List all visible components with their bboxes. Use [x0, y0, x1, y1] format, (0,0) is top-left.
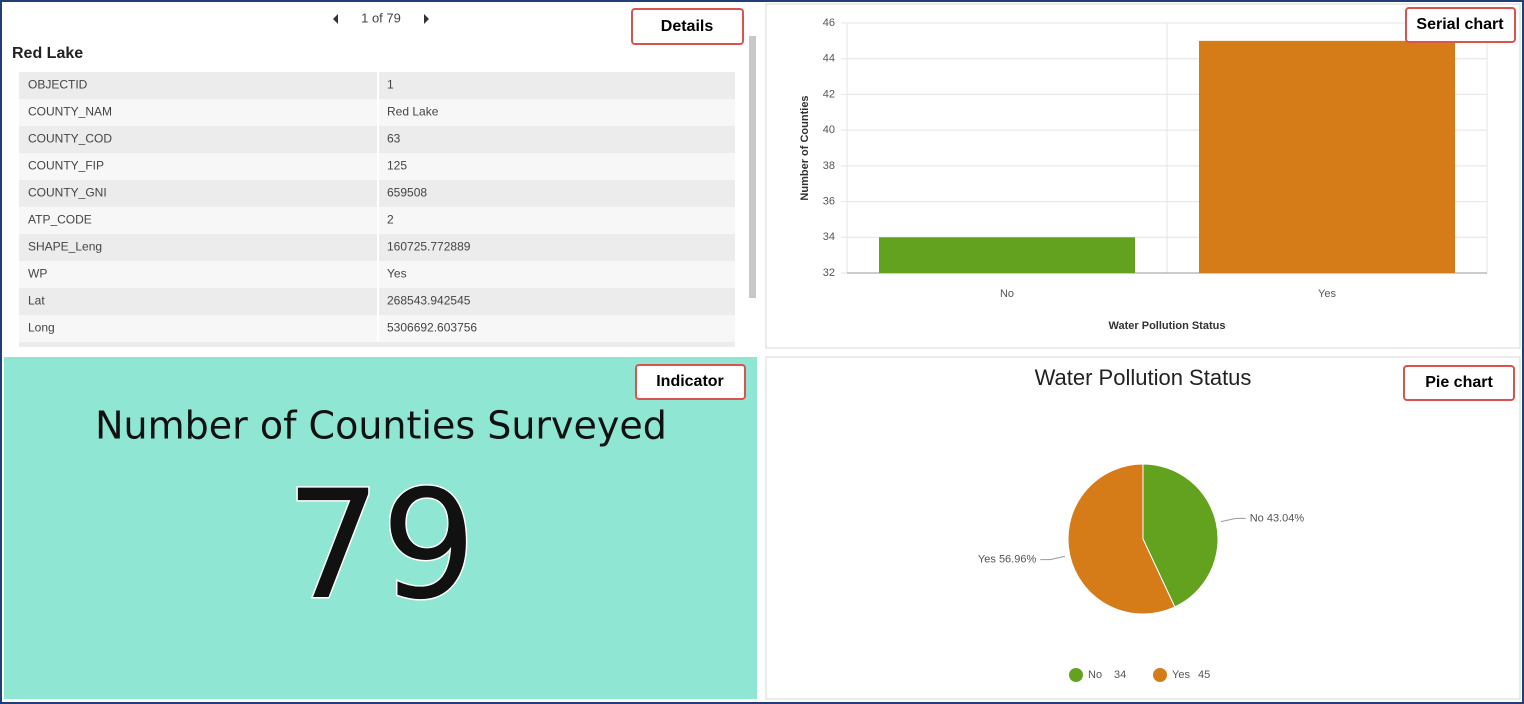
y-tick-label: 36 — [823, 195, 835, 207]
pager: 1 of 79 — [361, 10, 401, 25]
y-tick-label: 46 — [823, 17, 835, 29]
legend-swatch — [1069, 668, 1083, 682]
pie-slice — [1142, 463, 1219, 608]
scrollbar[interactable] — [749, 36, 756, 298]
indicator-title: Number of Counties Surveyed — [95, 404, 667, 448]
field-name: COUNTY_FIP — [28, 159, 104, 173]
callout — [635, 364, 746, 400]
callout-label: Indicator — [656, 373, 724, 390]
field-value: 125 — [387, 159, 407, 173]
field-value: 659508 — [387, 186, 427, 200]
callout-label: Details — [661, 18, 714, 35]
slice-label: No 43.04% — [1250, 512, 1305, 524]
y-tick-label: 32 — [823, 267, 835, 279]
feature-title: Red Lake — [12, 45, 83, 62]
callout — [631, 8, 744, 45]
y-tick-label: 44 — [823, 53, 835, 65]
field-value: 2 — [387, 213, 394, 227]
field-name: WP — [28, 267, 47, 281]
next-button[interactable] — [424, 14, 429, 24]
y-tick-label: 34 — [823, 231, 835, 243]
field-value: 5306692.603756 — [387, 321, 477, 335]
field-name: Lat — [28, 294, 45, 308]
bar — [879, 237, 1135, 273]
y-tick-label: 42 — [823, 88, 835, 100]
field-value: Yes — [387, 267, 407, 281]
prev-button[interactable] — [333, 14, 338, 24]
slice-percent: 43.04% — [1267, 512, 1305, 524]
indicator-panel — [4, 357, 757, 699]
field-value: 1 — [387, 78, 394, 92]
callout — [1403, 365, 1515, 401]
leader-line — [1220, 517, 1246, 523]
slice-category: Yes — [978, 554, 996, 566]
pie-slice — [1067, 463, 1176, 615]
field-value: 268543.942545 — [387, 294, 471, 308]
slice-category: No — [1250, 512, 1264, 524]
callout-label: Serial chart — [1416, 16, 1504, 33]
legend-label: No — [1088, 669, 1102, 681]
legend-label: Yes — [1172, 669, 1190, 681]
x-tick-label: Yes — [1318, 288, 1336, 300]
callout-label: Pie chart — [1425, 374, 1493, 391]
field-value: 63 — [387, 132, 401, 146]
legend-value: 45 — [1198, 669, 1210, 681]
field-name: Long — [28, 321, 55, 335]
field-name: COUNTY_NAM — [28, 105, 112, 119]
charts: 32 34 36 38 40 42 44 46 No Yes Water Pollution Sta… — [799, 17, 1488, 682]
field-value: Red Lake — [387, 105, 439, 119]
chart-title: Water Pollution Status — [1035, 365, 1252, 390]
leader-line — [1040, 555, 1066, 561]
field-name: ATP_CODE — [28, 213, 92, 227]
legend-value: 34 — [1114, 669, 1126, 681]
field-name: OBJECTID — [28, 78, 88, 92]
table-row — [19, 342, 735, 347]
slice-label: Yes 56.96% — [978, 554, 1037, 566]
indicator-value: 79 — [286, 459, 477, 633]
attribute-table: OBJECTID 1 COUNTY_NAM Red Lake COUNTY_COD 63 C… — [19, 72, 735, 347]
field-value: 160725.772889 — [387, 240, 471, 254]
legend-swatch — [1153, 668, 1167, 682]
y-tick-label: 40 — [823, 124, 835, 136]
field-name: COUNTY_GNI — [28, 186, 107, 200]
field-name: COUNTY_COD — [28, 132, 112, 146]
x-axis-label: Water Pollution Status — [1109, 320, 1226, 332]
callout — [1405, 7, 1516, 43]
y-axis-label: Number of Counties — [799, 95, 811, 200]
field-name: SHAPE_Leng — [28, 240, 102, 254]
bar — [1199, 40, 1455, 273]
slice-percent: 56.96% — [999, 554, 1037, 566]
x-tick-label: No — [1000, 288, 1014, 300]
y-tick-label: 38 — [823, 160, 835, 172]
